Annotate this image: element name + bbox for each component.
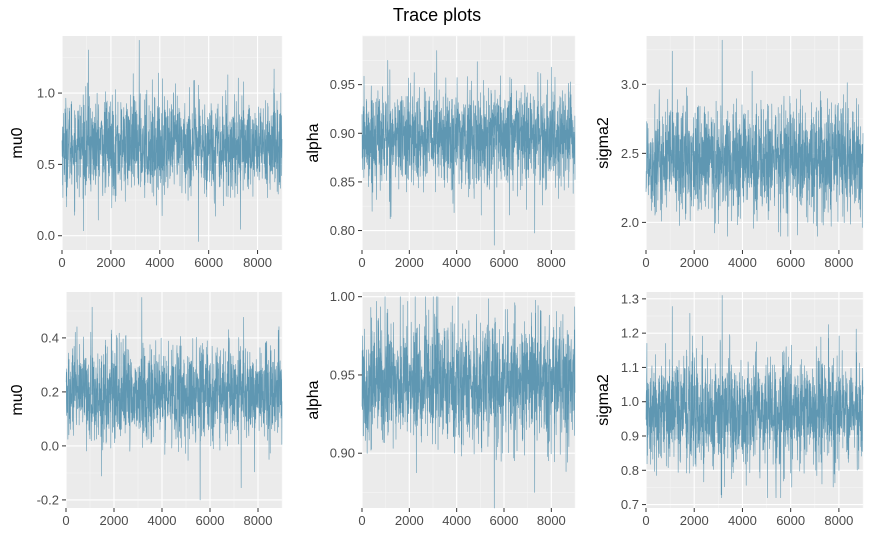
panel-4-y-label: mu0 — [9, 384, 26, 415]
panel-4: 0 2000 4000 6000 8000 -0.2 0.0 0.2 0.4 mu0 — [9, 292, 283, 528]
y-tick-label: 3.0 — [621, 77, 639, 92]
panels-grid: 0 2000 4000 6000 8000 0.0 0.5 1.0 mu0 0 2000 4000 60… — [9, 35, 864, 528]
y-tick-label: 0.90 — [330, 446, 355, 461]
x-tick-label: 0 — [642, 255, 649, 270]
panel-6-trace-line — [645, 295, 864, 499]
panel-4-y-axis: -0.2 0.0 0.2 0.4 — [37, 330, 66, 507]
x-tick-label: 4000 — [728, 255, 757, 270]
y-tick-label: 1.3 — [621, 291, 639, 306]
x-tick-label: 8000 — [537, 513, 566, 528]
y-tick-label: 1.2 — [621, 326, 639, 341]
panel-6-y-axis: 0.7 0.8 0.9 1.0 1.1 1.2 1.3 — [621, 291, 646, 512]
x-tick-label: 0 — [62, 513, 69, 528]
panel-1-trace-line — [61, 39, 283, 242]
x-tick-label: 0 — [58, 255, 65, 270]
y-tick-label: 2.5 — [621, 146, 639, 161]
x-tick-label: 2000 — [680, 513, 709, 528]
panel-3-trace-line — [645, 39, 864, 237]
y-tick-label: 1.0 — [37, 86, 55, 101]
panel-2-y-label: alpha — [305, 123, 322, 162]
panel-6: 0 2000 4000 6000 8000 0.7 0.8 0.9 1.0 1.1 1.2 1.3 si… — [595, 291, 864, 528]
x-tick-label: 8000 — [824, 255, 853, 270]
x-tick-label: 6000 — [194, 255, 223, 270]
x-tick-label: 8000 — [244, 513, 273, 528]
y-tick-label: 0.7 — [621, 497, 639, 512]
panel-6-x-axis: 0 2000 4000 6000 8000 — [642, 508, 853, 528]
y-tick-label: 0.95 — [330, 367, 355, 382]
panel-3-x-axis: 0 2000 4000 6000 8000 — [642, 250, 853, 270]
x-tick-label: 4000 — [442, 513, 471, 528]
y-tick-label: 0.4 — [41, 330, 59, 345]
x-tick-label: 2000 — [395, 513, 424, 528]
panel-3: 0 2000 4000 6000 8000 2.0 2.5 3.0 sigma2 — [595, 36, 864, 270]
panel-2: 0 2000 4000 6000 8000 0.80 0.85 0.90 0.95 alpha — [305, 35, 576, 270]
x-tick-label: 8000 — [243, 255, 272, 270]
y-tick-label: 0.2 — [41, 384, 59, 399]
y-tick-label: 0.8 — [621, 463, 639, 478]
panel-2-y-axis: 0.80 0.85 0.90 0.95 — [330, 77, 362, 238]
panel-1-y-axis: 0.0 0.5 1.0 — [37, 86, 62, 243]
x-tick-label: 6000 — [490, 255, 519, 270]
x-tick-label: 2000 — [680, 255, 709, 270]
y-tick-label: 2.0 — [621, 215, 639, 230]
x-tick-label: 4000 — [442, 255, 471, 270]
panel-5-trace-line — [361, 296, 576, 509]
x-tick-label: 6000 — [490, 513, 519, 528]
panel-3-y-axis: 2.0 2.5 3.0 — [621, 77, 646, 230]
x-tick-label: 2000 — [100, 513, 129, 528]
y-tick-label: 1.0 — [621, 394, 639, 409]
panel-4-trace-line — [65, 297, 283, 501]
y-tick-label: 0.80 — [330, 223, 355, 238]
figure-title: Trace plots — [393, 5, 481, 25]
x-tick-label: 8000 — [824, 513, 853, 528]
panel-1-y-label: mu0 — [9, 127, 26, 158]
y-tick-label: 0.90 — [330, 126, 355, 141]
panel-5: 0 2000 4000 6000 8000 0.90 0.95 1.00 alpha — [305, 289, 576, 528]
y-tick-label: 1.00 — [330, 289, 355, 304]
panel-2-x-axis: 0 2000 4000 6000 8000 — [358, 250, 566, 270]
y-tick-label: 1.1 — [621, 360, 639, 375]
panel-5-x-axis: 0 2000 4000 6000 8000 — [358, 508, 566, 528]
panel-5-y-axis: 0.90 0.95 1.00 — [330, 289, 362, 461]
x-tick-label: 4000 — [145, 255, 174, 270]
y-tick-label: 0.5 — [37, 157, 55, 172]
x-tick-label: 0 — [358, 513, 365, 528]
y-tick-label: 0.85 — [330, 174, 355, 189]
panel-6-minor-grid — [646, 292, 864, 508]
panel-1: 0 2000 4000 6000 8000 0.0 0.5 1.0 mu0 — [9, 36, 283, 270]
y-tick-label: 0.0 — [37, 228, 55, 243]
x-tick-label: 6000 — [776, 513, 805, 528]
x-tick-label: 4000 — [148, 513, 177, 528]
panel-4-x-axis: 0 2000 4000 6000 8000 — [62, 508, 272, 528]
x-tick-label: 8000 — [537, 255, 566, 270]
y-tick-label: 0.0 — [41, 438, 59, 453]
panel-1-x-axis: 0 2000 4000 6000 8000 — [58, 250, 272, 270]
x-tick-label: 2000 — [96, 255, 125, 270]
panel-3-y-label: sigma2 — [595, 117, 612, 169]
x-tick-label: 0 — [358, 255, 365, 270]
panel-2-trace-line — [361, 50, 576, 246]
x-tick-label: 4000 — [728, 513, 757, 528]
panel-5-y-label: alpha — [305, 380, 322, 419]
panel-6-y-label: sigma2 — [595, 374, 612, 426]
y-tick-label: 0.9 — [621, 429, 639, 444]
x-tick-label: 6000 — [776, 255, 805, 270]
x-tick-label: 6000 — [196, 513, 225, 528]
y-tick-label: 0.95 — [330, 77, 355, 92]
x-tick-label: 2000 — [395, 255, 424, 270]
y-tick-label: -0.2 — [37, 492, 59, 507]
x-tick-label: 0 — [642, 513, 649, 528]
